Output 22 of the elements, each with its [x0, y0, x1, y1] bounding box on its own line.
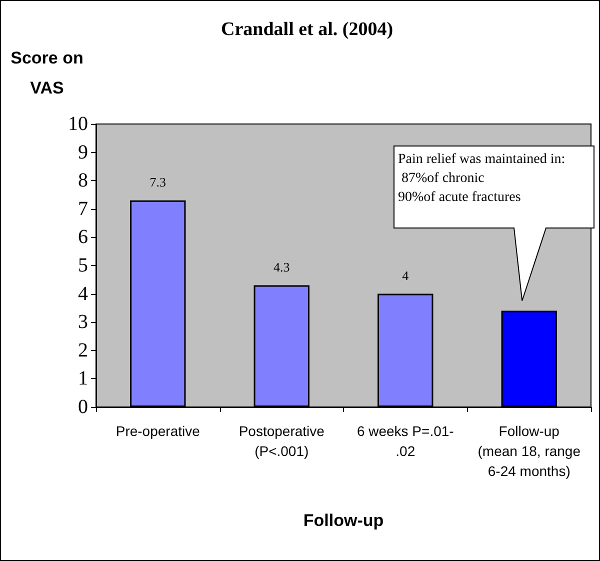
x-tick-label: Follow-up (mean 18, range 6-24 months)	[478, 423, 581, 479]
y-axis-title: Score on VAS	[10, 48, 84, 98]
x-tick-label: Postoperative (P<.001)	[238, 423, 325, 459]
y-tick-label: 2	[78, 339, 88, 362]
y-tick-label: 9	[78, 141, 88, 164]
data-label: 4	[402, 268, 410, 283]
y-tick-label: 6	[78, 226, 88, 248]
x-tick-label: Pre-operative	[116, 423, 200, 439]
data-label: 4.3	[274, 259, 290, 274]
y-tick-label: 4	[78, 282, 88, 305]
annotation: Pain relief was maintained in: 87%of chronic 90%of acute fractures	[398, 152, 566, 205]
chart-title: Crandall et al. (2004)	[221, 19, 394, 40]
x-axis-title: Follow-up	[303, 511, 384, 530]
y-tick-label: 1	[78, 368, 88, 390]
y-tick-label: 5	[78, 254, 88, 276]
y-tick-label: 8	[78, 170, 88, 192]
x-tick-label: 6 weeks P=.01- .02	[356, 423, 454, 459]
y-tick-label: 0	[78, 396, 88, 418]
data-label: 7.3	[150, 174, 166, 190]
y-tick-label: 7	[78, 198, 88, 220]
y-tick-label: 3	[78, 311, 88, 334]
y-tick-label: 10	[68, 113, 88, 135]
